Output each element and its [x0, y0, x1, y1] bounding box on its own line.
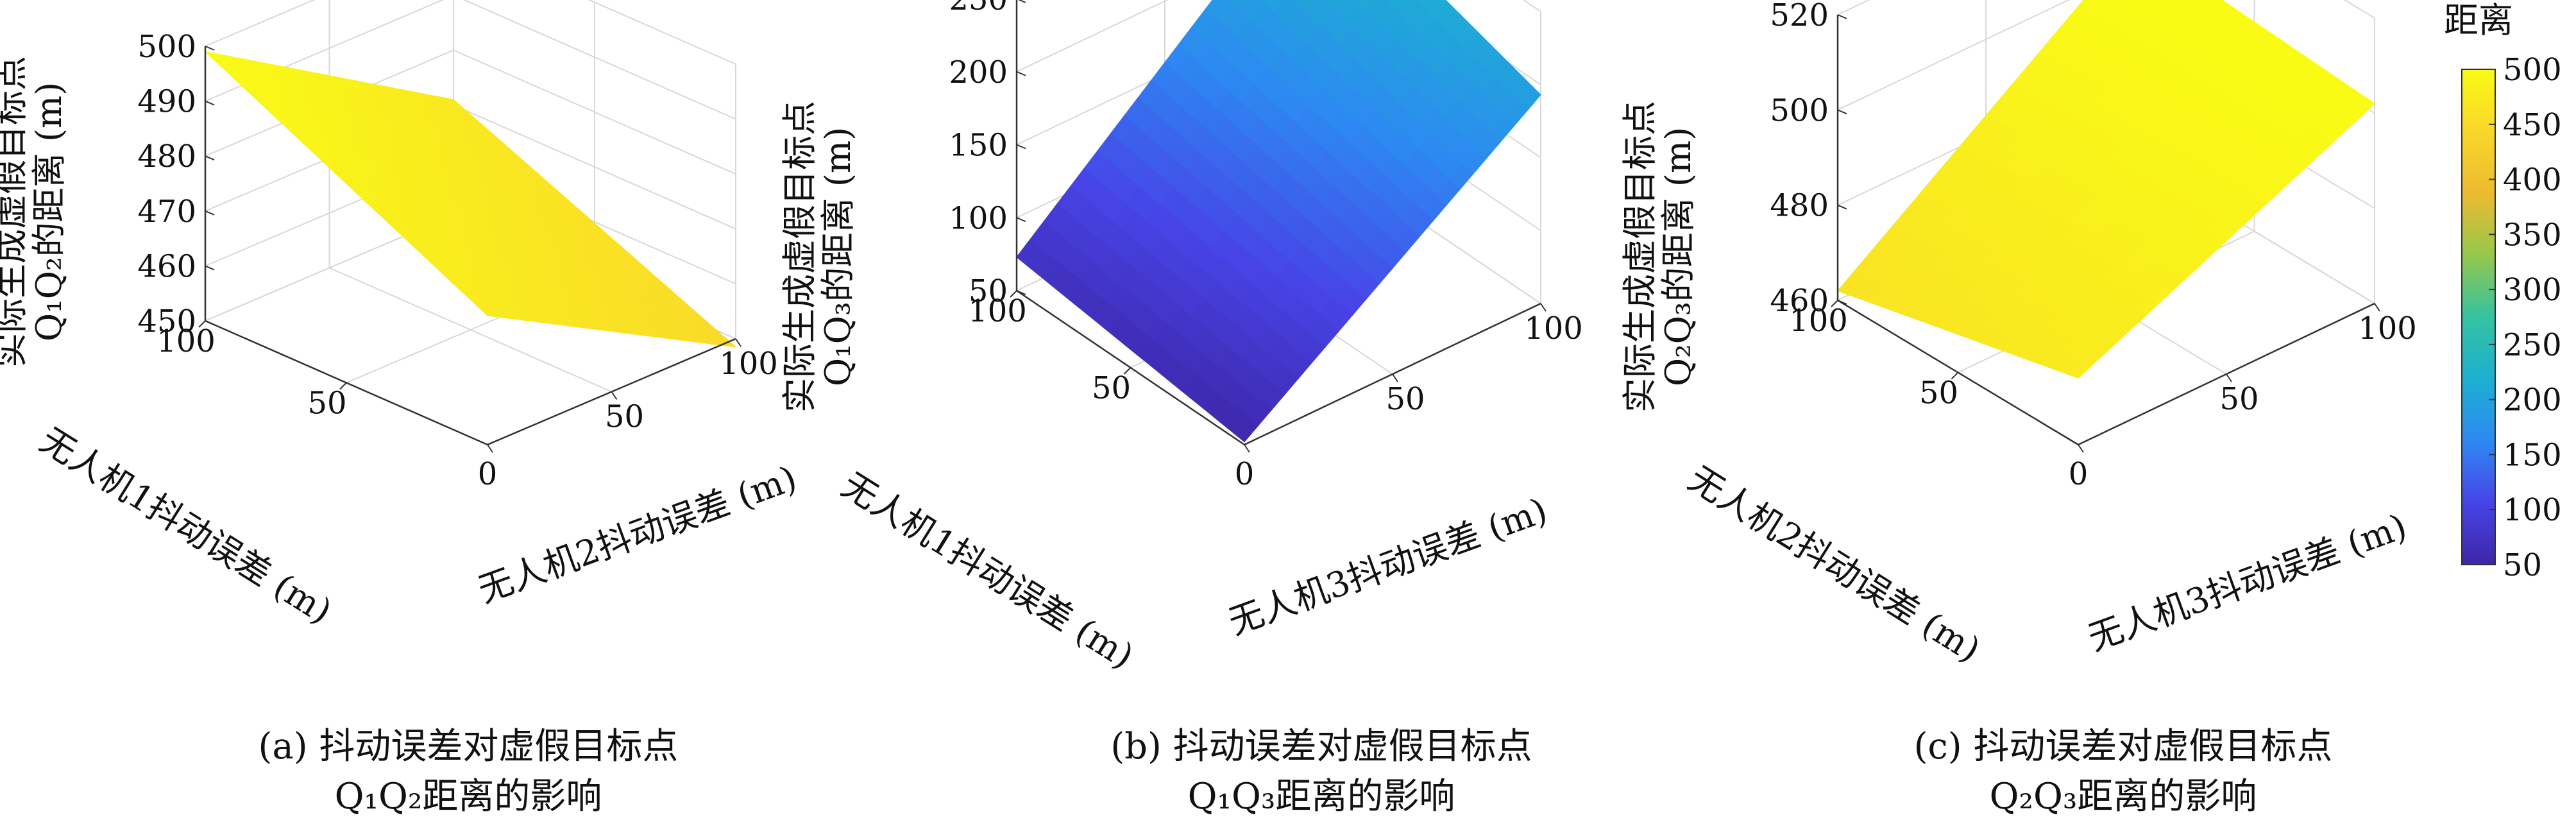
grid-z-a-4	[205, 0, 736, 120]
z-tick-a-2: 470	[137, 194, 196, 230]
y-axis-label-b: 无人机1抖动误差 (m)	[835, 465, 1140, 677]
colorbar-tick-9: 50	[2503, 547, 2542, 583]
x-tick-c-2: 100	[2358, 311, 2417, 346]
colorbar-tick-1: 450	[2503, 107, 2562, 143]
caption-b-line2: Q₁Q₃距离的影响	[1187, 776, 1455, 817]
z-tick-a-4: 490	[137, 84, 196, 120]
caption-b-line1: (b) 抖动误差对虚假目标点	[1110, 726, 1532, 767]
z-axis-label-line1-c: 实际生成虚假目标点	[1620, 101, 1660, 413]
grid-z-a-5	[205, 0, 736, 65]
x-tick-a-2: 100	[719, 346, 778, 382]
colorbar-tick-4: 300	[2503, 272, 2562, 308]
panel-b: 5010015020025005010050100无人机3抖动误差 (m)无人机…	[779, 0, 1583, 677]
caption-c-line1: (c) 抖动误差对虚假目标点	[1913, 726, 2333, 767]
z-tick-a-1: 460	[137, 248, 196, 284]
caption-c-line2: Q₂Q₃距离的影响	[1989, 776, 2257, 817]
z-axis-label-line1-b: 实际生成虚假目标点	[779, 101, 820, 413]
x-axis-label-c: 无人机3抖动误差 (m)	[2083, 506, 2412, 659]
colorbar-tick-6: 200	[2503, 382, 2562, 418]
z-axis-label-line2-a: Q₁Q₂的距离 (m)	[29, 82, 69, 341]
colorbar-tick-7: 150	[2503, 437, 2562, 473]
caption-b: (b) 抖动误差对虚假目标点 Q₁Q₃距离的影响	[969, 722, 1674, 822]
z-tick-c-1: 480	[1770, 188, 1829, 224]
y-tick-b-1: 50	[1092, 370, 1131, 406]
colorbar-title: 距离	[2444, 0, 2513, 40]
surface-a	[204, 51, 737, 348]
z-tick-a-3: 480	[137, 139, 196, 175]
z-tick-b-0: 50	[969, 273, 1008, 309]
colorbar-bar	[2461, 69, 2496, 565]
panel-c: 460 480 500 520 0 50 100 50 100 无人机3抖动误差 (m) 无人机2抖…	[1620, 0, 2417, 671]
z-tick-c-3: 520	[1770, 0, 1829, 33]
x-tick-a-1: 50	[605, 399, 644, 435]
y-tick-a-2: 100	[157, 323, 216, 359]
colorbar-tick-2: 400	[2503, 162, 2562, 198]
y-tick-a-1: 50	[307, 386, 346, 422]
x-tick-c-0: 0	[2069, 456, 2089, 492]
x-tick-a-0: 0	[478, 456, 498, 492]
z-axis-label-line2-c: Q₂Q₃的距离 (m)	[1658, 127, 1699, 386]
y-axis-label-c: 无人机2抖动误差 (m)	[1681, 458, 1987, 671]
z-axis-label-line2-b: Q₁Q₃的距离 (m)	[818, 127, 858, 386]
y-tick-b-2: 100	[968, 293, 1027, 329]
z-tick-c-2: 500	[1770, 92, 1829, 128]
caption-a-line2: Q₁Q₂距离的影响	[334, 776, 602, 817]
caption-a: (a) 抖动误差对虚假目标点 Q₁Q₂距离的影响	[115, 722, 821, 822]
z-tick-b-1: 100	[949, 200, 1008, 236]
z-tick-a-5: 500	[137, 29, 196, 65]
colorbar-tick-5: 250	[2503, 327, 2562, 363]
z-axis-label-line1-a: 实际生成虚假目标点	[0, 56, 31, 368]
surface-c	[1836, 0, 2375, 379]
x-axis-label-b: 无人机3抖动误差 (m)	[1223, 490, 1552, 643]
z-tick-b-2: 150	[949, 128, 1008, 164]
z-tick-a-0: 450	[137, 304, 196, 339]
surface-b	[1016, 0, 1541, 443]
x-tick-b-1: 50	[1385, 381, 1425, 417]
z-tick-b-3: 200	[949, 55, 1008, 90]
colorbar-tick-3: 350	[2503, 217, 2562, 253]
z-tick-b-4: 250	[949, 0, 1008, 17]
y-tick-c-2: 100	[1789, 303, 1848, 339]
colorbar: 距离 500 450 400 350 300 250 200 150 100 50	[2444, 0, 2562, 583]
colorbar-tick-0: 500	[2503, 52, 2562, 88]
y-axis-label-a: 无人机1抖动误差 (m)	[33, 420, 339, 632]
caption-c: (c) 抖动误差对虚假目标点 Q₂Q₃距离的影响	[1770, 722, 2476, 822]
x-tick-b-2: 100	[1524, 311, 1583, 346]
x-tick-c-1: 50	[2219, 381, 2258, 417]
colorbar-tick-8: 100	[2503, 492, 2562, 528]
x-tick-b-0: 0	[1235, 456, 1255, 492]
z-tick-c-0: 460	[1770, 283, 1829, 319]
caption-a-line1: (a) 抖动误差对虚假目标点	[258, 726, 679, 767]
y-tick-c-1: 50	[1919, 375, 1958, 411]
x-axis-label-a: 无人机2抖动误差 (m)	[473, 458, 802, 611]
panel-a: 450 460 470 480 490 500 0 50 100 50 100 无人机2抖动误差 (m…	[0, 0, 802, 632]
